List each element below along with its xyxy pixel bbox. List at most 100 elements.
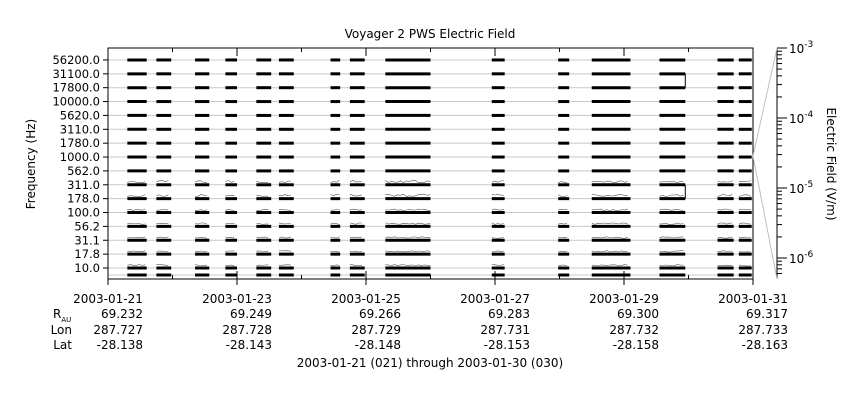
ephem-lat-value: -28.153 (484, 338, 530, 352)
channel-noise (195, 209, 208, 211)
channel-noise (659, 250, 684, 253)
y2-tick-label: 10-4 (789, 110, 814, 126)
ephem-r-value: 69.266 (359, 307, 401, 321)
channel-noise (349, 193, 362, 197)
channel-noise (225, 236, 235, 239)
ephem-lon-value: 287.733 (738, 323, 788, 337)
ephem-label-au: AU (61, 316, 71, 324)
date-range-caption: 2003-01-21 (021) through 2003-01-30 (030… (297, 356, 563, 370)
channel-noise (591, 236, 628, 239)
channel-noise (278, 194, 291, 197)
y2-tick-label: 10-5 (789, 180, 813, 196)
colorbar-link-bottom (752, 155, 778, 280)
ephem-r-value: 69.232 (101, 307, 143, 321)
channel-noise (659, 264, 684, 267)
channel-noise (385, 236, 431, 239)
channel-noise (194, 180, 208, 183)
channel-noise (738, 222, 751, 225)
ephem-r-value: 69.283 (488, 307, 530, 321)
chart-title: Voyager 2 PWS Electric Field (345, 27, 516, 41)
channel-noise (385, 180, 431, 184)
x-tick-label: 2003-01-25 (331, 292, 401, 306)
channel-noise (127, 250, 146, 253)
x-tick-label: 2003-01-21 (73, 292, 143, 306)
channel-noise (558, 181, 568, 183)
channel-noise (591, 194, 628, 197)
channel-noise (717, 222, 733, 225)
ephem-lon-value: 287.728 (222, 323, 272, 337)
channel-noise (225, 250, 235, 253)
channel-noise (330, 222, 340, 225)
channel-noise (591, 180, 628, 184)
channel-noise (659, 194, 684, 197)
channel-noise (127, 208, 146, 211)
channel-noise (659, 236, 684, 239)
channel-noise (256, 264, 269, 266)
y-tick-label: 17800.0 (52, 81, 100, 95)
ephem-r-value: 69.317 (746, 307, 788, 321)
channel-noise (591, 208, 628, 211)
grid-lines (108, 59, 753, 276)
channel-noise (659, 222, 684, 225)
colorbar-link-top (752, 47, 778, 157)
y-tick-label: 56.2 (74, 219, 100, 233)
ephem-lon-value: 287.729 (351, 323, 401, 337)
channel-noise (330, 264, 340, 267)
channel-noise (156, 264, 169, 267)
channel-noise (491, 264, 504, 266)
ephem-lat-value: -28.148 (355, 338, 401, 352)
y-tick-label: 1000.0 (60, 150, 100, 164)
plot-frame (107, 47, 754, 280)
channel-noise (349, 222, 362, 225)
channel-noise (225, 180, 235, 183)
y2-ticks: 10-3 10-4 10-5 10-6 (777, 40, 814, 275)
channel-noise (659, 181, 684, 183)
channel-noise (330, 193, 340, 197)
channel-noise (491, 194, 504, 196)
channel-noise (558, 222, 568, 225)
channel-noise (330, 236, 340, 239)
channel-noise (195, 222, 208, 225)
channel-noise (491, 208, 504, 211)
y-tick-label: 10.0 (74, 261, 100, 275)
channel-noise (278, 180, 291, 183)
channel-noise (195, 264, 208, 266)
channel-noise (278, 222, 291, 225)
channel-noise (738, 194, 751, 197)
channel-noise (717, 180, 733, 183)
channel-noise (591, 250, 628, 253)
ephem-lon-value: 287.731 (480, 323, 530, 337)
data-traces (127, 58, 752, 277)
channel-noise (385, 193, 431, 197)
ephem-label-lat: Lat (53, 338, 72, 352)
channel-noise (256, 223, 269, 225)
y-tick-label: 1780.0 (60, 136, 100, 150)
y-tick-label: 17.8 (74, 247, 100, 261)
ephemeris-table: RAU Lon Lat 69.232 287.727-28.138 69.249 28… (51, 307, 788, 352)
y2-tick-label: 10-3 (789, 40, 813, 56)
channel-noise (156, 236, 169, 239)
channel-noise (256, 194, 269, 197)
y-tick-label: 3110.0 (60, 122, 100, 136)
x-tick-label: 2003-01-31 (718, 292, 788, 306)
x-ticks: 2003-01-21 2003-01-23 2003-01-25 2003-01-27… (73, 48, 788, 306)
channel-noise (385, 222, 431, 225)
channel-noise (385, 208, 431, 211)
channel-noise (385, 250, 431, 253)
channel-noise (349, 250, 362, 253)
y-tick-label: 31.1 (74, 233, 100, 247)
ephem-label-lon: Lon (51, 323, 72, 337)
channel-noise (156, 209, 169, 211)
channel-noise (330, 251, 340, 253)
x-tick-label: 2003-01-27 (460, 292, 530, 306)
y2-axis-label: Electric Field (V/m) (824, 107, 838, 220)
channel-noise (278, 209, 291, 211)
ephem-lat-value: -28.163 (742, 338, 788, 352)
channel-noise (491, 222, 504, 225)
channel-noise (591, 222, 628, 225)
channel-noise (717, 250, 733, 252)
channel-noise (558, 194, 568, 197)
channel-noise (558, 250, 568, 253)
y-tick-label: 178.0 (67, 192, 100, 206)
